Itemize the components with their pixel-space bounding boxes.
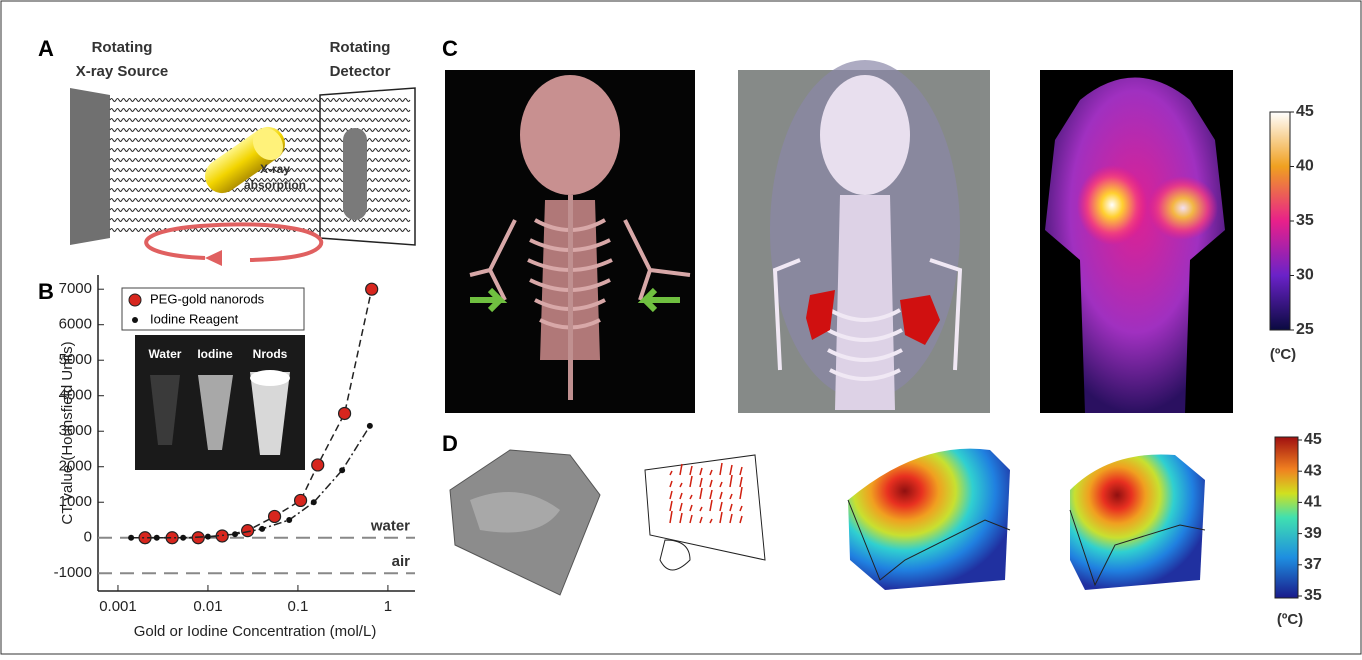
legend-box (121, 287, 305, 331)
x-tick-label: 1 (384, 598, 392, 615)
y-tick-label: 4000 (59, 387, 92, 404)
ct-render (445, 70, 695, 413)
data-point (204, 533, 211, 540)
x-tick-label: 0.1 (287, 598, 308, 615)
temperature-map (1069, 454, 1206, 590)
legend-marker (128, 293, 142, 307)
rotation-arrowhead (205, 250, 222, 266)
colorbar-tick-label: 37 (1304, 556, 1322, 573)
ct-schematic: Rotating X-ray Source Rotating Detector … (70, 39, 416, 266)
reference-label: water (370, 518, 410, 535)
detector-label: Detector (330, 63, 391, 80)
data-point (259, 525, 266, 532)
y-tick-label: -1000 (54, 564, 92, 581)
fit-line (145, 289, 373, 539)
y-tick-label: 1000 (59, 493, 92, 510)
data-point (267, 509, 282, 524)
colorbar (1269, 111, 1291, 331)
source-label: Rotating (92, 39, 153, 56)
panel-label: C (442, 36, 458, 61)
thermal-image (1040, 70, 1233, 413)
reference-label: air (392, 553, 411, 570)
colorbar-tick-label: 30 (1296, 267, 1314, 284)
mesh-model (449, 449, 601, 596)
colorbar-tick-label: 39 (1304, 525, 1322, 542)
x-axis-title: Gold or Iodine Concentration (mol/L) (134, 623, 377, 640)
panel-label: A (38, 36, 54, 61)
colorbar-unit: (ºC) (1270, 346, 1296, 363)
legend-label: Iodine Reagent (150, 311, 239, 326)
data-point (241, 524, 255, 538)
data-point (128, 534, 135, 541)
nanorod (205, 126, 285, 194)
data-point (293, 493, 308, 508)
temperature-map (847, 448, 1011, 590)
colorbar-tick-label: 45 (1304, 431, 1322, 448)
source-label: X-ray Source (76, 63, 169, 80)
y-axis-title: CT value (Hounsfield Units) (59, 341, 76, 524)
absorption-label: absorption (244, 178, 306, 192)
colorbar-unit: (ºC) (1277, 611, 1303, 628)
data-point (337, 406, 352, 421)
panel-label: D (442, 431, 458, 456)
x-tick-label: 0.01 (193, 598, 222, 615)
ct-chart: Water Iodine Nrods Gold or Iodine Concen… (54, 275, 415, 640)
inset-label: Water (149, 347, 182, 361)
data-point (339, 467, 346, 474)
data-point (311, 458, 325, 472)
y-tick-label: 6000 (59, 316, 92, 333)
inset-label: Nrods (253, 347, 288, 361)
fit-line (131, 425, 371, 539)
y-tick-label: 3000 (59, 422, 92, 439)
segmentation-render (738, 60, 990, 413)
y-tick-label: 2000 (59, 458, 92, 475)
xray-source (70, 88, 110, 245)
colorbar-tick-label: 43 (1304, 462, 1322, 479)
data-point (365, 282, 379, 296)
vector-field (644, 454, 766, 571)
data-point (180, 534, 187, 541)
colorbar-tick-label: 41 (1304, 494, 1322, 511)
panel-label: B (38, 279, 54, 304)
absorption-label: X-ray (260, 162, 290, 176)
colorbar (1274, 436, 1299, 599)
inset-image: Water Iodine Nrods (135, 335, 305, 470)
colorbar-tick-label: 40 (1296, 158, 1314, 175)
x-tick-label: 0.001 (99, 598, 137, 615)
inset-label: Iodine (197, 347, 233, 361)
detector-image (343, 128, 367, 220)
data-point (310, 499, 317, 506)
rotation-arrow (144, 222, 324, 262)
detector-label: Rotating (330, 39, 391, 56)
colorbar-tick-label: 45 (1296, 103, 1314, 120)
y-tick-label: 5000 (59, 351, 92, 368)
y-tick-label: 7000 (59, 280, 92, 297)
colorbar-tick-label: 35 (1296, 212, 1314, 229)
data-point (232, 531, 239, 538)
colorbar-tick-label: 25 (1296, 321, 1314, 338)
data-point (286, 516, 293, 523)
y-tick-label: 0 (84, 529, 92, 546)
colorbar-tick-label: 35 (1304, 587, 1322, 604)
data-point (366, 422, 373, 429)
data-point (153, 534, 160, 541)
legend-label: PEG-gold nanorods (150, 291, 265, 306)
legend-marker (132, 317, 138, 323)
